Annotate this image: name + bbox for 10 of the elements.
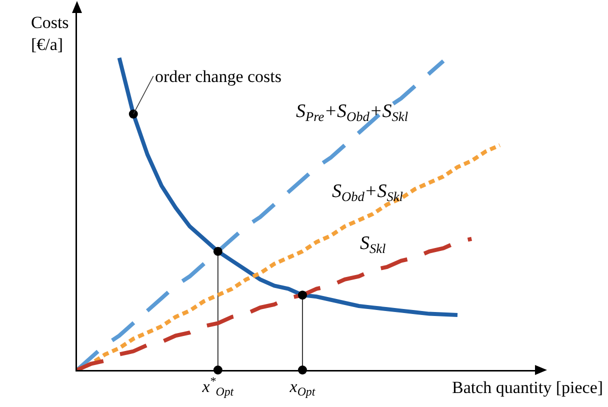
point [298,290,307,300]
series-label: S$_{Obd}$+S$_{Skl}$ [332,181,404,204]
y-axis-title: Costs [€/a] [31,13,69,54]
x-tick-label: x$_{Opt}$ [288,376,316,398]
annotation: order change costs [155,67,282,86]
point [213,246,222,256]
series-label: S$_{Pre}$+S$_{Obd}$+S$_{Skl}$ [296,101,408,124]
series-label: S$_{Skl}$ [360,233,386,256]
x-axis-title: Batch quantity [piece] [452,378,604,397]
point [128,110,138,119]
